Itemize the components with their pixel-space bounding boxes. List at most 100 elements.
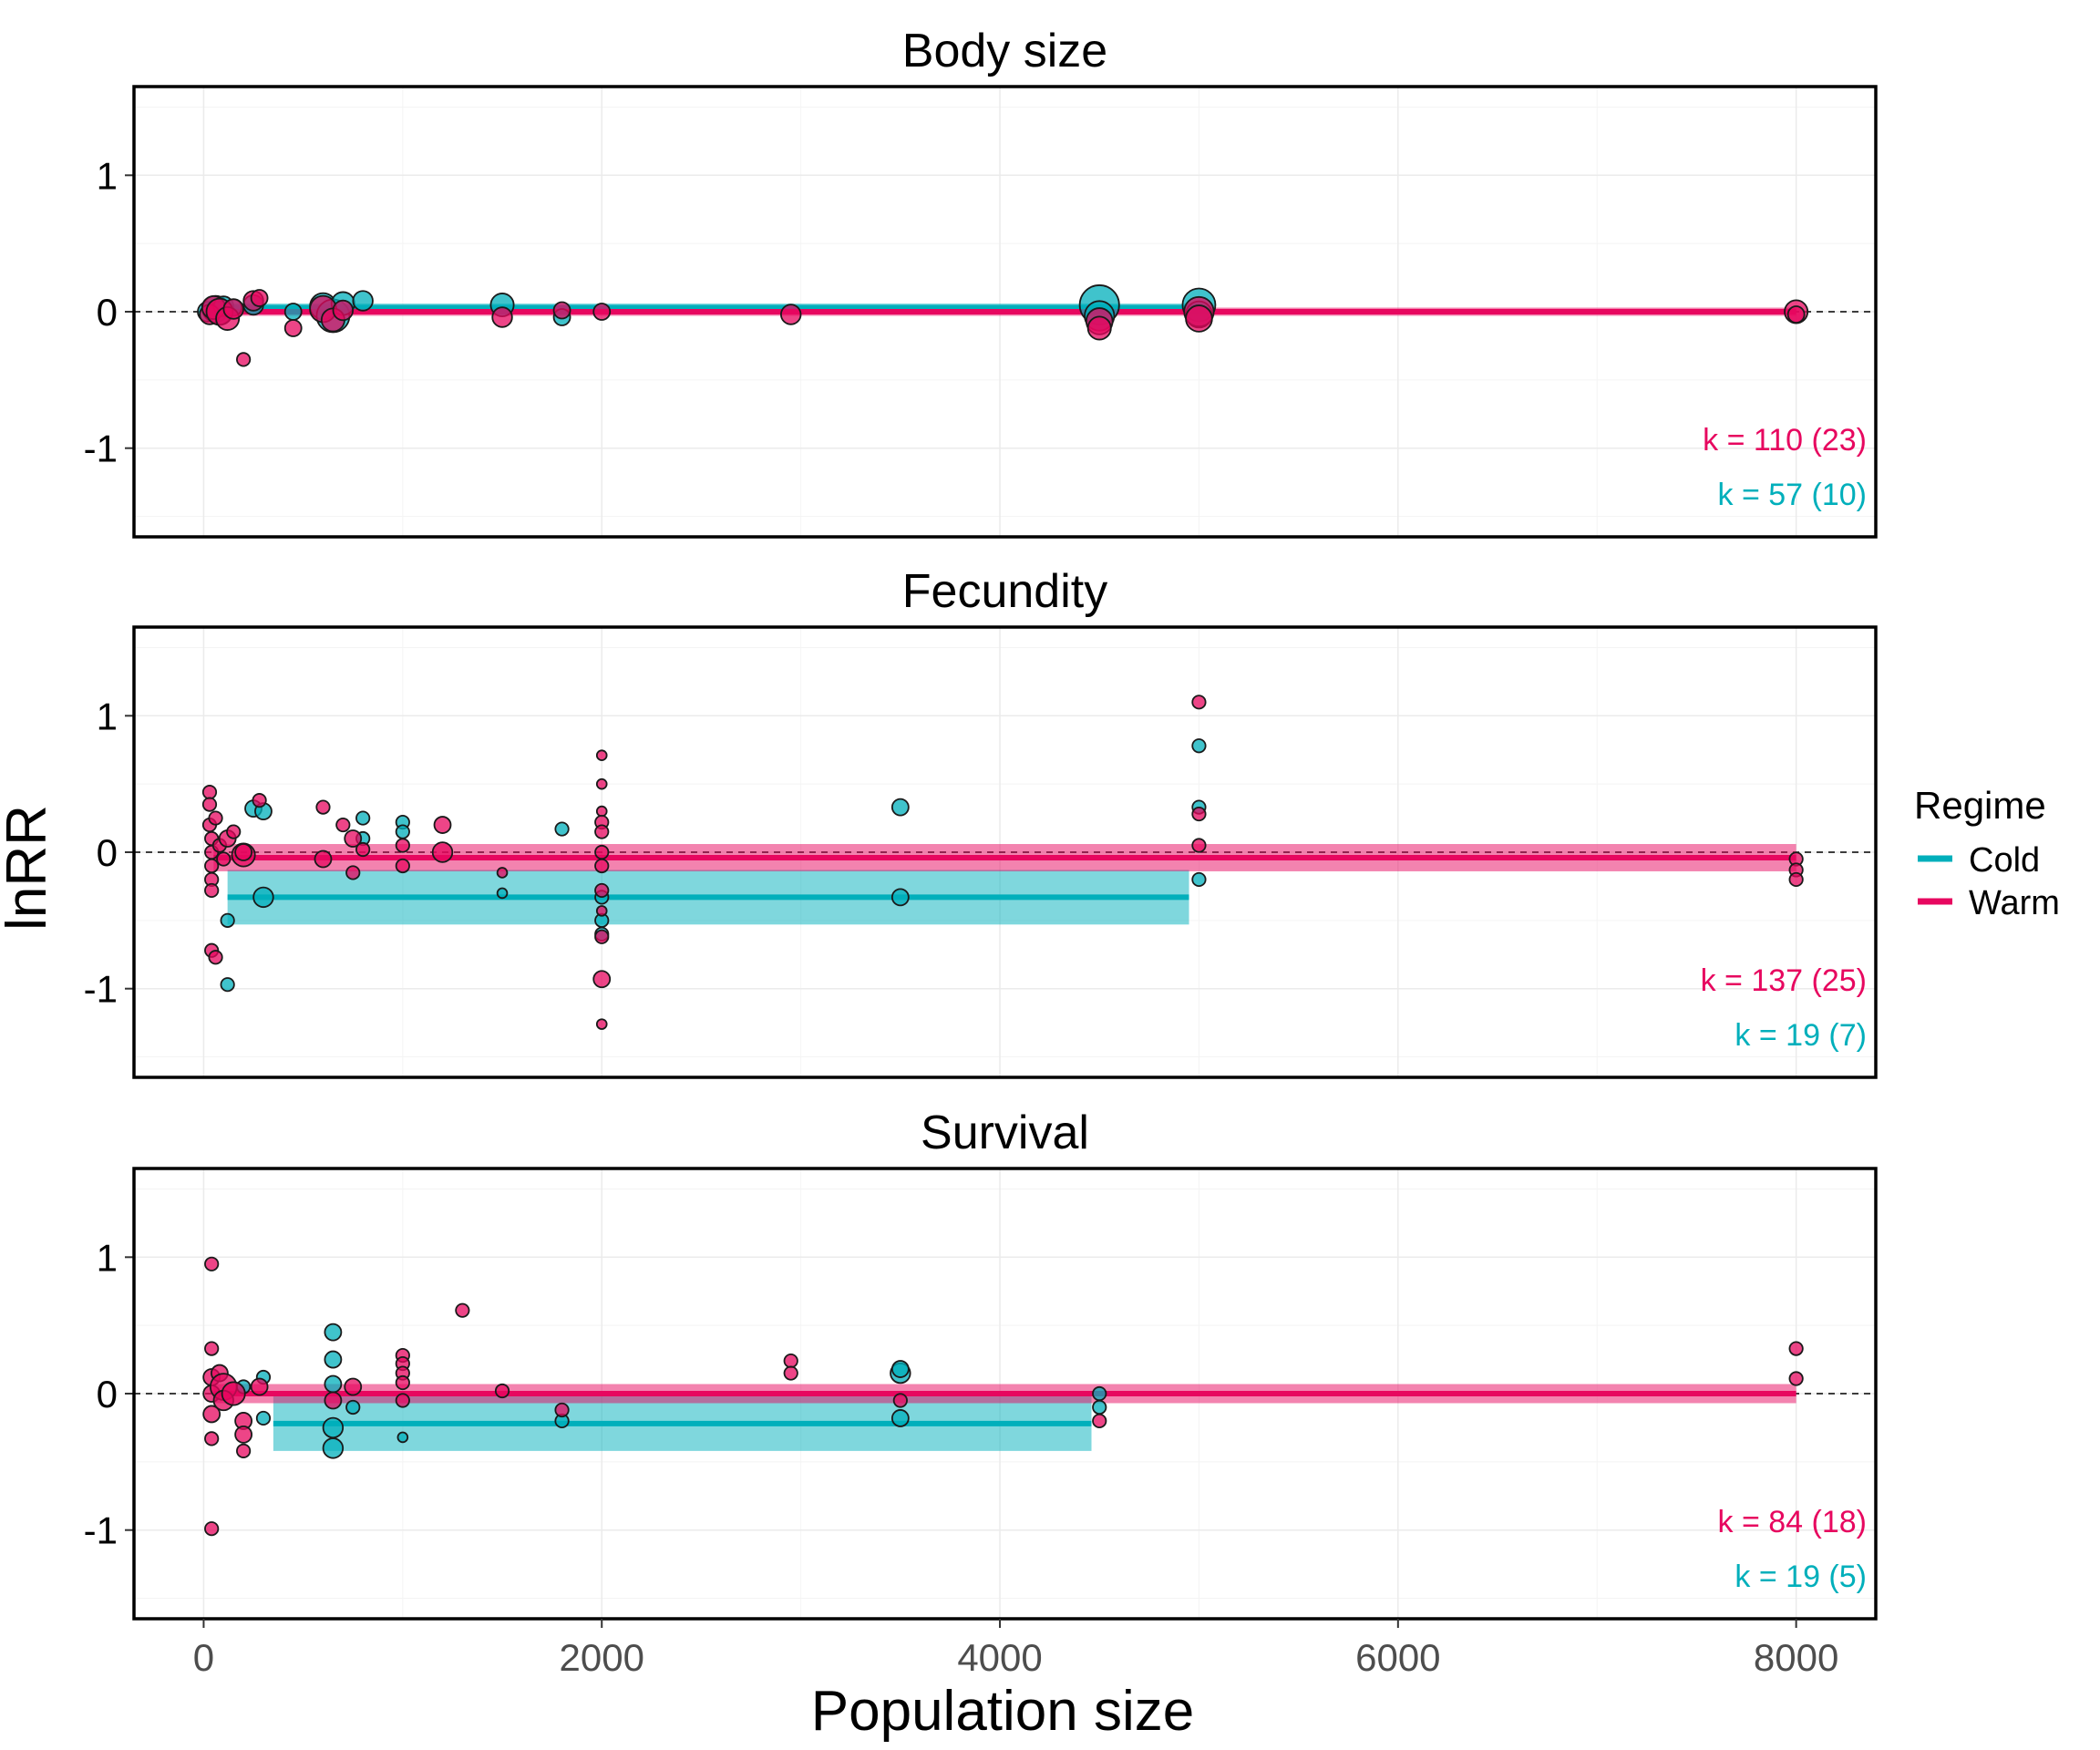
- y-tick-label: -1: [84, 968, 118, 1011]
- point-warm: [1788, 1341, 1804, 1356]
- k-label-warm: k = 137 (25): [1701, 963, 1867, 998]
- y-tick-label: 1: [97, 695, 118, 737]
- point-warm: [283, 319, 303, 337]
- point-warm: [236, 1443, 252, 1458]
- point-warm: [780, 304, 802, 325]
- point-cold: [396, 1431, 409, 1444]
- point-warm: [395, 858, 410, 874]
- point-warm: [202, 1405, 221, 1424]
- point-warm: [496, 867, 509, 879]
- k-label-warm: k = 110 (23): [1703, 423, 1867, 458]
- point-warm: [1786, 305, 1806, 324]
- point-cold: [322, 1437, 345, 1459]
- point-warm: [221, 1381, 246, 1406]
- legend-label-cold: Cold: [1969, 841, 2040, 880]
- y-tick-label: 0: [97, 831, 118, 874]
- point-warm: [355, 841, 371, 858]
- point-cold: [252, 886, 274, 909]
- point-warm: [552, 301, 571, 320]
- point-warm: [494, 1383, 510, 1399]
- point-warm: [554, 1402, 570, 1418]
- point-warm: [783, 1353, 798, 1369]
- point-warm: [314, 849, 333, 869]
- point-warm: [208, 810, 223, 826]
- y-tick-label: -1: [84, 427, 118, 470]
- point-cold: [322, 1416, 345, 1439]
- point-warm: [332, 299, 355, 322]
- k-label-cold: k = 19 (5): [1735, 1560, 1867, 1594]
- point-warm: [395, 1374, 410, 1391]
- point-warm: [431, 841, 454, 863]
- point-warm: [204, 882, 220, 899]
- panel-survival: Survival -1 0 1 k = 84 (18) k = 19 (5) 0 2000 40…: [84, 1107, 1878, 1679]
- y-axis-title: lnRR: [0, 805, 58, 931]
- point-cold: [496, 887, 509, 900]
- point-warm: [344, 1377, 363, 1396]
- point-warm: [234, 843, 253, 861]
- point-warm: [594, 882, 610, 899]
- panel-body-size: Body size -1 0 1 k = 110 (23) k = 57 (10): [84, 25, 1878, 539]
- point-warm: [594, 824, 610, 839]
- point-warm: [1092, 1413, 1107, 1429]
- point-warm: [201, 785, 218, 800]
- point-warm: [324, 1391, 343, 1410]
- point-warm: [595, 805, 608, 818]
- panel-title: Fecundity: [902, 565, 1107, 618]
- point-warm: [250, 1377, 269, 1396]
- point-warm: [208, 950, 223, 965]
- point-warm: [236, 352, 252, 367]
- point-warm: [204, 858, 220, 874]
- point-cold: [324, 1350, 343, 1369]
- point-cold: [345, 1399, 361, 1415]
- point-warm: [335, 817, 351, 833]
- point-cold: [890, 1409, 910, 1427]
- y-tick-label: 0: [97, 1373, 118, 1415]
- y-tick-label: -1: [84, 1509, 118, 1552]
- point-cold: [890, 888, 910, 907]
- point-warm: [1185, 304, 1213, 333]
- point-warm: [491, 306, 513, 328]
- panels-layer: Body size -1 0 1 k = 110 (23) k = 57 (10) Fecu…: [84, 25, 1878, 1679]
- x-tick-label: 4000: [957, 1636, 1042, 1679]
- point-warm: [315, 799, 331, 815]
- legend: Regime Cold Warm: [1914, 784, 2060, 922]
- point-warm: [783, 1365, 798, 1381]
- point-warm: [1191, 806, 1207, 822]
- point-cold: [255, 1410, 272, 1426]
- panel-title: Body size: [902, 25, 1107, 77]
- point-warm: [595, 777, 608, 790]
- point-warm: [592, 970, 612, 989]
- point-warm: [252, 793, 267, 808]
- point-warm: [595, 905, 608, 917]
- point-cold: [283, 303, 303, 321]
- point-cold: [1191, 738, 1207, 754]
- legend-title: Regime: [1914, 784, 2046, 827]
- point-warm: [222, 298, 244, 320]
- point-warm: [455, 1302, 470, 1318]
- point-warm: [345, 865, 361, 880]
- point-warm: [201, 797, 218, 812]
- point-warm: [344, 829, 363, 848]
- point-warm: [594, 858, 610, 874]
- point-warm: [216, 851, 232, 867]
- point-warm: [204, 1341, 220, 1356]
- point-warm: [594, 844, 610, 860]
- point-warm: [234, 1426, 253, 1444]
- point-cold: [220, 977, 235, 993]
- panel-border: [132, 625, 1878, 1079]
- point-warm: [1788, 1371, 1804, 1386]
- point-cold: [890, 798, 910, 817]
- point-warm: [1191, 695, 1207, 710]
- point-warm: [395, 838, 410, 853]
- point-warm: [204, 1431, 220, 1446]
- point-warm: [226, 824, 242, 839]
- x-tick-label: 0: [193, 1636, 214, 1679]
- point-cold: [1191, 871, 1207, 888]
- point-cold: [324, 1374, 343, 1394]
- point-cold: [554, 821, 570, 837]
- point-warm: [250, 289, 269, 307]
- point-warm: [1086, 315, 1112, 341]
- x-tick-label: 2000: [560, 1636, 644, 1679]
- x-tick-label: 6000: [1355, 1636, 1440, 1679]
